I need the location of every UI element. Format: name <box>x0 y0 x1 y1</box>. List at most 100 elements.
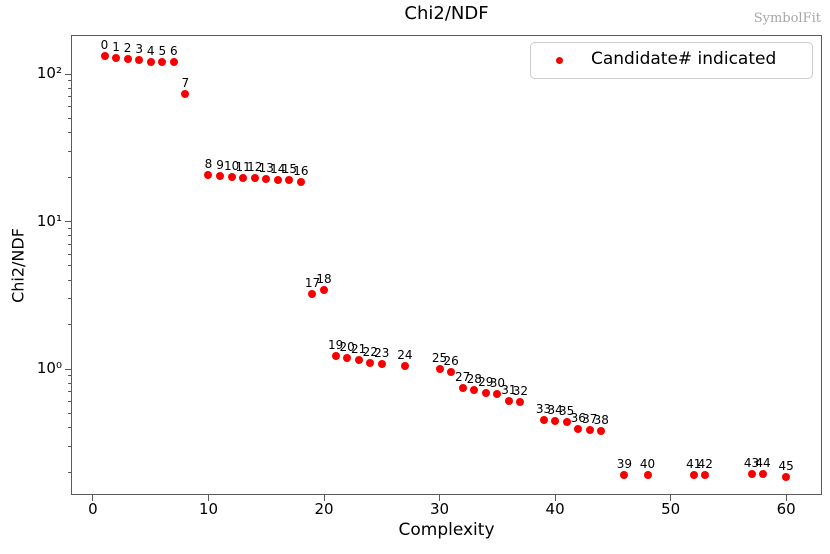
x-axis-tick-label: 0 <box>88 500 98 518</box>
chart-title: Chi2/NDF <box>404 3 489 24</box>
legend-label: Candidate# indicated <box>591 49 777 69</box>
data-point-dot <box>227 173 236 182</box>
candidate-number-label: 20 <box>339 339 355 354</box>
candidate-number-label: 21 <box>351 341 367 356</box>
data-point-dot <box>216 172 225 181</box>
y-axis-minor-tick <box>68 382 71 384</box>
candidate-number-label: 13 <box>258 161 274 176</box>
data-point-dot <box>643 471 652 480</box>
x-axis-tick <box>785 495 787 501</box>
data-point-dot <box>435 365 444 374</box>
data-point-dot <box>354 355 363 364</box>
y-axis-minor-tick <box>68 235 71 237</box>
data-point-dot <box>759 469 768 478</box>
y-axis-minor-tick <box>68 324 71 326</box>
y-axis-minor-tick <box>68 391 71 393</box>
candidate-number-label: 27 <box>455 370 471 385</box>
candidate-number-label: 16 <box>293 163 309 178</box>
candidate-number-label: 6 <box>170 43 178 58</box>
data-point-dot <box>597 427 606 436</box>
data-point-dot <box>320 285 329 294</box>
y-axis-minor-tick <box>68 427 71 429</box>
data-point-dot <box>574 425 583 434</box>
y-axis-tick-label: 10¹ <box>36 211 62 230</box>
x-axis-tick-label: 40 <box>545 500 565 518</box>
y-axis-minor-tick <box>68 80 71 82</box>
data-point-dot <box>539 416 548 425</box>
y-axis-minor-tick <box>68 87 71 89</box>
candidate-number-label: 31 <box>501 382 517 397</box>
data-point-dot <box>562 417 571 426</box>
y-axis-minor-tick <box>68 227 71 229</box>
candidate-number-label: 14 <box>270 161 286 176</box>
candidate-number-label: 39 <box>616 457 633 472</box>
candidate-number-label: 5 <box>158 44 167 59</box>
x-axis-tick-label: 20 <box>314 500 334 518</box>
candidate-number-label: 29 <box>478 374 494 389</box>
candidate-number-label: 42 <box>697 457 713 472</box>
candidate-number-label: 37 <box>582 412 598 427</box>
x-axis-tick <box>670 495 672 501</box>
y-axis-minor-tick <box>68 401 71 403</box>
data-point-dot <box>296 177 305 186</box>
data-point-dot <box>181 90 190 99</box>
x-axis-tick-label: 60 <box>776 500 796 518</box>
candidate-number-label: 40 <box>639 457 656 472</box>
candidate-number-label: 17 <box>304 275 321 290</box>
data-point-dot <box>262 175 271 184</box>
data-point-dot <box>516 397 525 406</box>
candidate-number-label: 44 <box>755 455 771 470</box>
candidate-number-label: 1 <box>112 40 120 55</box>
x-axis-label: Complexity <box>398 520 495 540</box>
candidate-number-label: 36 <box>570 411 586 426</box>
candidate-number-label: 15 <box>281 162 297 177</box>
data-point-dot <box>343 353 352 362</box>
legend-marker-dot-icon <box>556 57 563 64</box>
data-point-dot <box>620 471 629 480</box>
y-axis-minor-tick <box>68 412 71 414</box>
y-axis-minor-tick <box>68 253 71 255</box>
x-axis-tick <box>323 495 325 501</box>
data-point-dot <box>447 368 456 377</box>
data-point-dot <box>158 58 167 67</box>
x-axis-tick <box>439 495 441 501</box>
y-axis-minor-tick <box>68 265 71 267</box>
data-point-dot <box>204 171 213 180</box>
data-point-dot <box>400 361 409 370</box>
data-point-dot <box>331 352 340 361</box>
y-axis-minor-tick <box>68 298 71 300</box>
y-axis-minor-tick <box>68 176 71 178</box>
y-axis-minor-tick <box>68 150 71 152</box>
y-axis-tick <box>65 73 71 75</box>
data-point-dot <box>377 360 386 369</box>
candidate-number-label: 35 <box>559 403 575 418</box>
x-axis-tick-label: 30 <box>430 500 450 518</box>
candidate-number-label: 7 <box>181 76 190 91</box>
candidate-number-label: 24 <box>397 347 413 362</box>
data-point-dot <box>112 54 121 63</box>
data-point-dot <box>285 176 294 185</box>
x-axis-tick <box>207 495 209 501</box>
candidate-number-label: 25 <box>431 351 448 366</box>
candidate-number-label: 8 <box>204 157 213 172</box>
data-point-dot <box>239 173 248 182</box>
data-point-dot <box>458 384 467 393</box>
data-point-dot <box>689 471 698 480</box>
candidate-number-label: 11 <box>235 159 251 174</box>
y-axis-minor-tick <box>68 106 71 108</box>
candidate-number-label: 43 <box>743 455 760 470</box>
x-axis-tick-label: 50 <box>661 500 681 518</box>
legend: Candidate# indicated <box>530 42 813 79</box>
data-point-dot <box>504 396 513 405</box>
candidate-number-label: 26 <box>443 354 459 369</box>
y-axis-minor-tick <box>68 96 71 98</box>
data-point-dot <box>135 56 144 65</box>
y-axis-tick-label: 10² <box>36 64 62 83</box>
y-axis-minor-tick <box>68 279 71 281</box>
candidate-number-label: 9 <box>216 158 224 173</box>
candidate-number-label: 0 <box>100 38 109 53</box>
data-point-dot <box>470 386 479 395</box>
data-point-dot <box>100 52 109 61</box>
watermark-text: SymbolFit <box>753 11 821 26</box>
